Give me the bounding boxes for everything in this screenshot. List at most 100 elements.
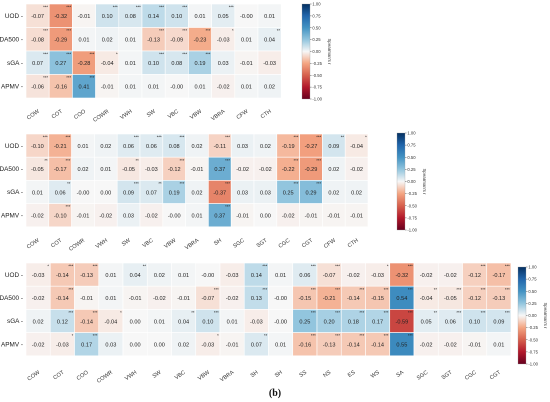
significance-mark: ***	[206, 28, 211, 33]
row-label: UOD -	[5, 143, 23, 150]
cell-value: 0.10	[202, 319, 213, 325]
cell-value: 0.27	[55, 61, 66, 67]
cell-value: 0.10	[148, 61, 159, 67]
column-label: SGT	[256, 237, 269, 249]
cell-value: 0.01	[264, 14, 275, 20]
cell-value: 0.17	[81, 343, 92, 349]
cell-value: 0.03	[237, 190, 248, 196]
row-label: sGA -	[7, 318, 23, 325]
cell-value: 0.01	[125, 38, 136, 44]
significance-mark: ***	[182, 52, 187, 57]
cell-value: -0.01	[240, 61, 253, 67]
significance-mark: ***	[311, 287, 316, 292]
cell-value: 0.03	[260, 190, 271, 196]
cell-value: 0.01	[227, 319, 238, 325]
column-label: VBRA	[219, 370, 235, 384]
column-label: VBRA	[210, 109, 226, 123]
cell-value: 0.02	[264, 85, 275, 91]
column-label: VBW	[163, 237, 177, 250]
cell-value: -0.15	[299, 296, 312, 302]
significance-mark: ***	[180, 135, 185, 140]
significance-mark: **	[264, 333, 268, 338]
cell-value: -0.01	[327, 214, 340, 220]
cell-value: 0.01	[125, 85, 136, 91]
cell-value: 0.08	[171, 61, 182, 67]
cell-value: 0.02	[328, 190, 339, 196]
cell-value: 0.01	[178, 273, 189, 279]
cell-value: -0.14	[80, 319, 93, 325]
cell-value: 0.02	[100, 144, 111, 150]
row-label: sDA500 -	[0, 295, 23, 302]
cell-value: 0.01	[195, 85, 206, 91]
colorbar-tick-label: -0.50	[407, 203, 417, 208]
significance-mark: ***	[294, 181, 299, 186]
cell-value: 0.10	[469, 319, 480, 325]
cell-value: -0.09	[170, 38, 183, 44]
cell-value: 0.12	[57, 319, 68, 325]
significance-mark: *	[217, 333, 219, 338]
cell-value: -0.03	[226, 273, 239, 279]
column-label: SH	[250, 370, 260, 379]
cell-value: 0.19	[169, 190, 180, 196]
cell-value: 0.03	[123, 214, 134, 220]
colorbar-tick-label: 0.75	[528, 277, 537, 282]
cell-value: -0.13	[323, 343, 336, 349]
significance-mark: ***	[214, 287, 219, 292]
cell-value: -0.02	[217, 85, 230, 91]
significance-mark: ***	[225, 158, 230, 163]
significance-mark: ***	[311, 310, 316, 315]
row-label: sDA500 -	[0, 166, 23, 173]
cell-value: 0.00	[260, 214, 271, 220]
significance-mark: ***	[68, 287, 73, 292]
row-label: sGA -	[7, 60, 23, 67]
cell-value: 0.08	[125, 14, 136, 20]
cell-value: -0.12	[468, 273, 481, 279]
significance-mark: ***	[93, 310, 98, 315]
cell-value: -0.03	[263, 61, 276, 67]
cell-value: 0.41	[79, 85, 90, 91]
cell-value: -0.11	[214, 144, 226, 150]
column-label: SGC	[232, 238, 245, 250]
significance-mark: ***	[359, 310, 364, 315]
cell-value: 0.17	[372, 319, 383, 325]
colorbar-tick-label: 1.00	[407, 131, 416, 136]
cell-value: -0.08	[31, 38, 44, 44]
column-label: VBW	[197, 369, 211, 382]
cell-value: -0.16	[54, 85, 67, 91]
cell-value: 0.25	[299, 319, 310, 325]
colorbar-tick-label: 0.50	[528, 289, 537, 294]
cell-value: -0.00	[168, 214, 181, 220]
column-label: SGT	[441, 369, 454, 381]
colorbar-tick-label: 1.00	[528, 265, 537, 270]
colorbar	[517, 266, 527, 365]
significance-mark: *	[365, 135, 367, 140]
cell-value: -0.02	[32, 343, 45, 349]
cell-value: -0.04	[350, 144, 363, 150]
cell-value: 0.05	[218, 14, 229, 20]
cell-value: 0.01	[195, 14, 206, 20]
cell-value: -0.02	[259, 167, 272, 173]
significance-mark: ***	[43, 135, 48, 140]
cell-value: 0.04	[264, 38, 275, 44]
column-label: ES	[347, 370, 357, 379]
colorbar-tick-label: -0.25	[407, 191, 417, 196]
cell-value: 0.03	[237, 144, 248, 150]
cell-value: -0.03	[217, 38, 230, 44]
column-label: SH	[213, 238, 223, 247]
figure-caption: (b)	[269, 388, 281, 399]
cell-value: -0.02	[99, 214, 112, 220]
cell-value: -0.19	[282, 144, 295, 150]
significance-mark: ***	[456, 310, 461, 315]
row-label: UOD -	[5, 13, 23, 20]
cell-value: -0.14	[347, 343, 360, 349]
cell-value: -0.00	[77, 190, 90, 196]
cell-value: -0.00	[170, 85, 183, 91]
heatmap-cell	[257, 74, 282, 99]
significance-mark: ***	[206, 52, 211, 57]
column-label: SH	[274, 370, 284, 379]
column-label: VBC	[167, 109, 180, 121]
colorbar-tick-label: 0.25	[407, 167, 416, 172]
significance-mark: ***	[262, 264, 267, 269]
cell-value: 0.02	[260, 144, 271, 150]
significance-mark: ***	[66, 204, 71, 209]
